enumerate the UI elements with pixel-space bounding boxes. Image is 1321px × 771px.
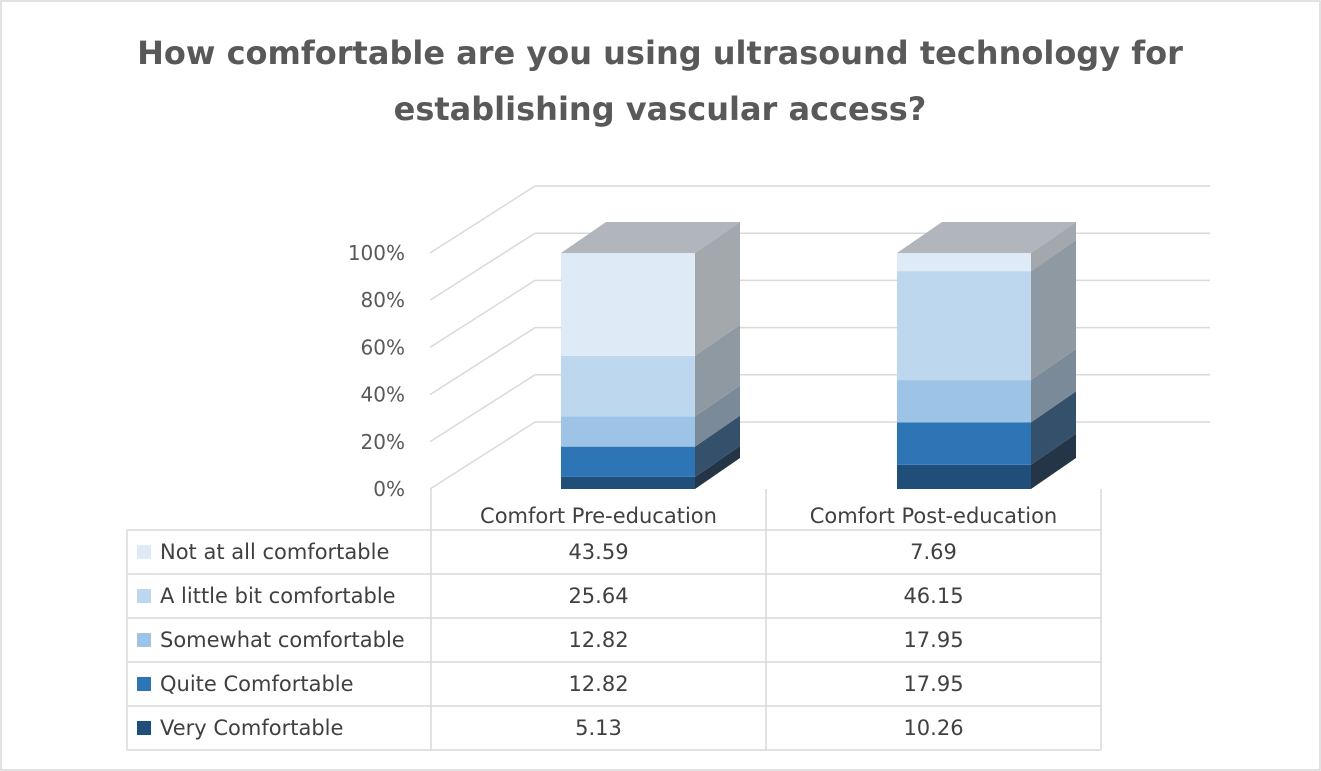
side-gridline	[429, 232, 536, 301]
table-value: 12.82	[568, 672, 628, 696]
legend-swatch	[137, 721, 151, 735]
bar-segment	[561, 355, 695, 417]
bars	[561, 222, 1076, 489]
bar-top-face	[561, 222, 740, 253]
data-table: Comfort Pre-education Comfort Post-educat…	[126, 489, 1102, 751]
bar-stack	[897, 222, 1076, 489]
bar-segment-side	[1031, 433, 1076, 489]
bar-segment-side	[695, 324, 740, 417]
legend-swatch	[137, 677, 151, 691]
bar-segment-side	[695, 415, 740, 477]
table-header-label: Comfort Post-education	[810, 504, 1057, 528]
bar-segment	[561, 446, 695, 477]
bar-segment	[897, 271, 1031, 381]
y-tick-label: 60%	[361, 335, 405, 359]
bar-segment	[561, 476, 695, 489]
bar-segment-side	[1031, 349, 1076, 423]
y-tick-label: 40%	[361, 383, 405, 407]
side-gridline	[429, 421, 536, 490]
table-row-label: Very Comfortable	[160, 716, 343, 740]
legend-swatch	[137, 545, 151, 559]
table-value: 46.15	[903, 584, 963, 608]
legend-swatch	[137, 589, 151, 603]
bar-segment	[897, 253, 1031, 272]
bar-segment-side	[695, 445, 740, 489]
table-value: 43.59	[568, 540, 628, 564]
y-tick-label: 80%	[361, 288, 405, 312]
bar-segment	[897, 464, 1031, 489]
bar-segment	[897, 422, 1031, 465]
bar-segment-side	[1031, 240, 1076, 381]
bar-segment	[561, 253, 695, 356]
table-row-label: A little bit comfortable	[160, 584, 396, 608]
bar-stack	[561, 222, 740, 489]
bar-segment-side	[695, 385, 740, 447]
legend-swatch	[137, 633, 151, 647]
table-value: 12.82	[568, 628, 628, 652]
table-row-label: Quite Comfortable	[160, 672, 354, 696]
table-row-label: Not at all comfortable	[160, 540, 389, 564]
table-row-label: Somewhat comfortable	[160, 628, 405, 652]
table-value: 17.95	[903, 628, 963, 652]
y-tick-label: 0%	[373, 477, 405, 501]
table-value: 25.64	[568, 584, 628, 608]
chart-title: How comfortable are you using ultrasound…	[137, 34, 1183, 128]
table-value: 7.69	[910, 540, 957, 564]
bar-top-face	[897, 222, 1076, 253]
bar-segment-side	[695, 222, 740, 356]
y-tick-label: 100%	[348, 241, 405, 265]
chart-title-line: establishing vascular access?	[394, 90, 927, 128]
table-value: 10.26	[903, 716, 963, 740]
side-gridline	[429, 326, 536, 396]
bar-segment	[561, 416, 695, 447]
y-tick-label: 20%	[361, 430, 405, 454]
side-gridline	[429, 374, 536, 443]
bar-segment-side	[1031, 222, 1076, 272]
side-gridline	[429, 279, 536, 349]
table-header-label: Comfort Pre-education	[480, 504, 717, 528]
table-value: 5.13	[575, 716, 622, 740]
chart-title-line: How comfortable are you using ultrasound…	[137, 34, 1183, 72]
bar-segment	[897, 380, 1031, 423]
bar-segment-side	[1031, 391, 1076, 465]
table-value: 17.95	[903, 672, 963, 696]
y-axis-ticks: 0% 20% 40% 60% 80% 100%	[348, 241, 405, 501]
side-gridline	[429, 185, 536, 254]
